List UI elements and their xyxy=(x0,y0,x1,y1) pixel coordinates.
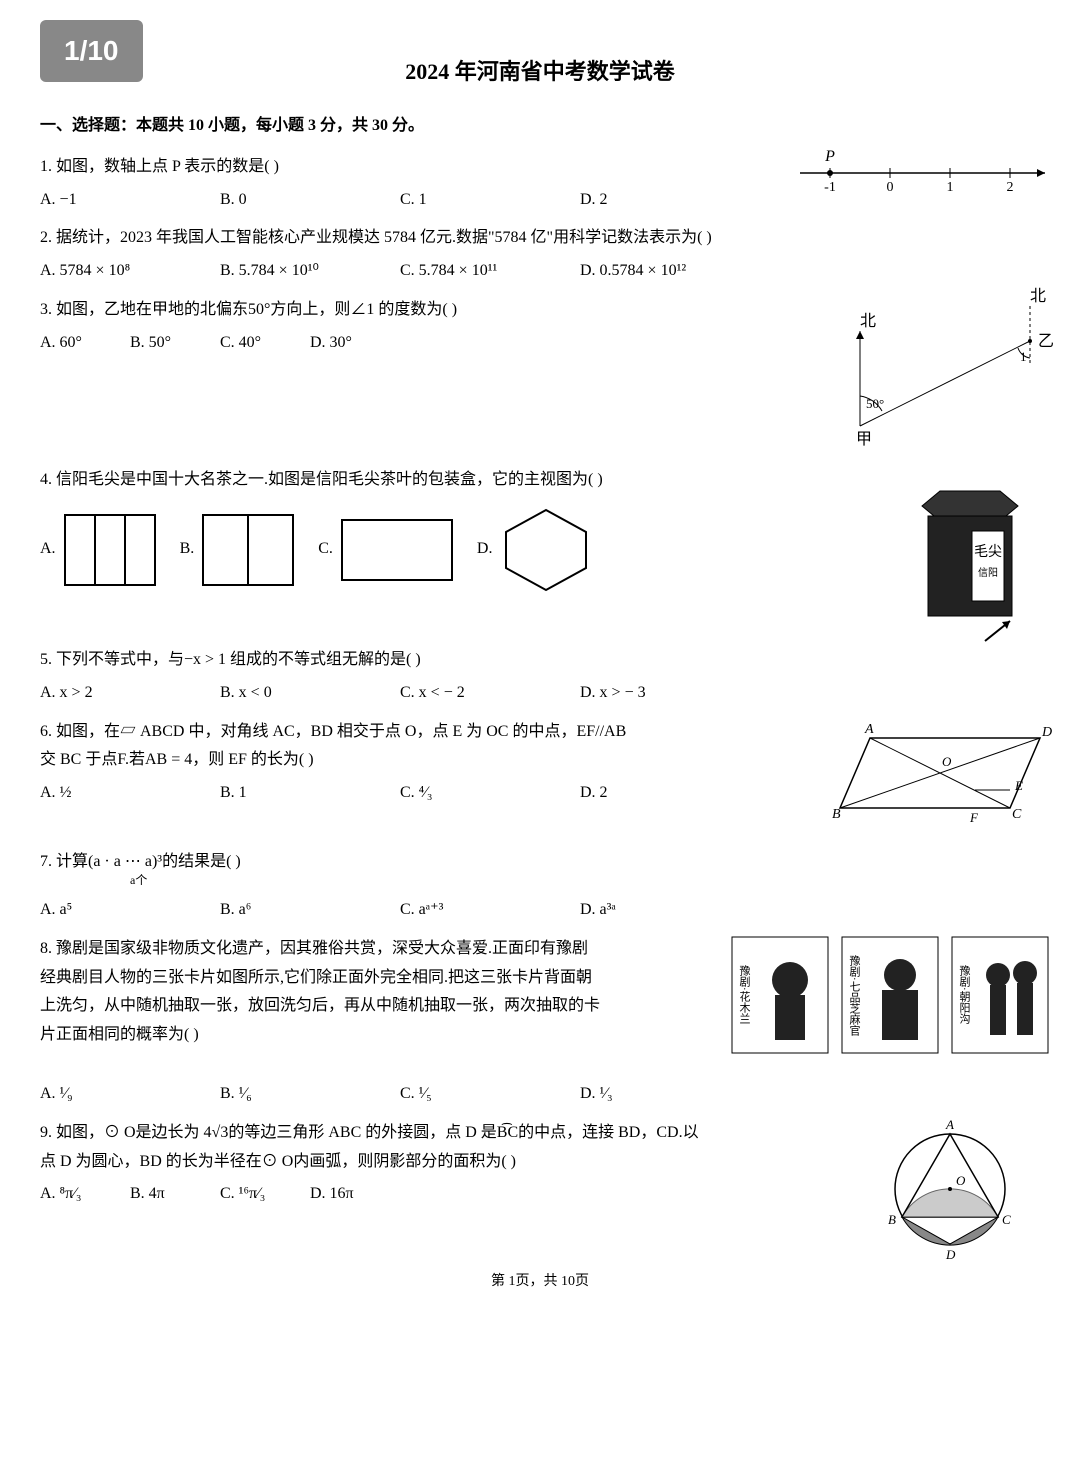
svg-text:F: F xyxy=(969,810,979,825)
exam-title: 2024 年河南省中考数学试卷 xyxy=(40,52,1040,92)
svg-text:B: B xyxy=(832,807,841,822)
svg-text:-1: -1 xyxy=(824,180,836,195)
q7-opt-b: B. a⁶ xyxy=(220,896,400,925)
q4-text: 4. 信阳毛尖是中国十大名茶之一.如图是信阳毛尖茶叶的包装盒，它的主视图为( ) xyxy=(40,466,1040,495)
question-1: 1. 如图，数轴上点 P 表示的数是( ) -1 0 1 2 P A. −1 B… xyxy=(40,153,1040,215)
q8-opt-b: B. ¹⁄₆ xyxy=(220,1080,400,1109)
q5-options: A. x > 2 B. x < 0 C. x < − 2 D. x > − 3 xyxy=(40,679,1040,708)
q3-opt-b: B. 50° xyxy=(130,329,220,358)
svg-text:B: B xyxy=(888,1212,896,1227)
q5-opt-b: B. x < 0 xyxy=(220,679,400,708)
q6-opt-d: D. 2 xyxy=(580,779,760,808)
q7-sub: a个 xyxy=(130,870,1040,892)
question-5: 5. 下列不等式中，与−x > 1 组成的不等式组无解的是( ) A. x > … xyxy=(40,646,1040,708)
q2-opt-b: B. 5.784 × 10¹⁰ xyxy=(220,257,400,286)
q3-opt-d: D. 30° xyxy=(310,329,400,358)
q1-opt-d: D. 2 xyxy=(580,186,760,215)
q9-figure: A B C D O xyxy=(880,1119,1020,1270)
page-footer: 第 1页，共 10页 xyxy=(40,1269,1040,1294)
svg-text:C: C xyxy=(1002,1212,1011,1227)
q8-options: A. ¹⁄₉ B. ¹⁄₆ C. ¹⁄₅ D. ¹⁄₃ xyxy=(40,1080,1040,1109)
svg-text:甲: 甲 xyxy=(856,431,872,448)
svg-text:豫剧·花木兰: 豫剧·花木兰 xyxy=(738,964,751,1023)
q4-opt-d: D. xyxy=(477,505,597,595)
svg-text:D: D xyxy=(1041,725,1052,740)
svg-text:豫剧·七品芝麻官: 豫剧·七品芝麻官 xyxy=(848,954,861,1036)
svg-text:0: 0 xyxy=(887,180,894,195)
question-8: 8. 豫剧是国家级非物质文化遗产，因其雅俗共赏，深受大众喜爱.正面印有豫剧经典剧… xyxy=(40,935,1040,1109)
q8-opt-a: A. ¹⁄₉ xyxy=(40,1080,220,1109)
q2-opt-d: D. 0.5784 × 10¹² xyxy=(580,257,760,286)
q6-opt-c: C. ⁴⁄₃ xyxy=(400,779,580,808)
question-2: 2. 据统计，2023 年我国人工智能核心产业规模达 5784 亿元.数据"57… xyxy=(40,224,1040,286)
svg-text:P: P xyxy=(824,148,835,165)
q4-opt-a: A. xyxy=(40,510,160,590)
card-2: 豫剧·七品芝麻官 xyxy=(840,935,940,1055)
q2-opt-a: A. 5784 × 10⁸ xyxy=(40,257,220,286)
q1-opt-c: C. 1 xyxy=(400,186,580,215)
q6-figure: A D B C O E F xyxy=(830,718,1050,839)
q4-tea-box: 毛尖 信阳 xyxy=(910,476,1030,657)
svg-text:北: 北 xyxy=(1030,287,1046,305)
q4-opt-c: C. xyxy=(318,510,457,590)
page-indicator: 1/10 xyxy=(40,20,143,82)
svg-text:2: 2 xyxy=(1007,180,1014,195)
question-3: 3. 如图，乙地在甲地的北偏东50°方向上，则∠1 的度数为( ) A. 60°… xyxy=(40,296,1040,456)
q4-options-row: A. B. C. D. xyxy=(40,505,1040,595)
q6-opt-b: B. 1 xyxy=(220,779,400,808)
q2-text: 2. 据统计，2023 年我国人工智能核心产业规模达 5784 亿元.数据"57… xyxy=(40,224,1040,253)
q7-options: A. a⁵ B. a⁶ C. aᵃ⁺³ D. a³ᵃ xyxy=(40,896,1040,925)
question-9: 9. 如图，⊙ O是边长为 4√3的等边三角形 ABC 的外接圆，点 D 是B͡… xyxy=(40,1119,1040,1249)
svg-text:1: 1 xyxy=(947,180,954,195)
q5-opt-c: C. x < − 2 xyxy=(400,679,580,708)
q9-opt-d: D. 16π xyxy=(310,1180,400,1209)
q1-opt-b: B. 0 xyxy=(220,186,400,215)
q8-cards: 豫剧·花木兰 豫剧·七品芝麻官 豫剧·朝阳沟 xyxy=(730,935,1050,1055)
svg-text:50°: 50° xyxy=(866,396,884,411)
q1-opt-a: A. −1 xyxy=(40,186,220,215)
q7-opt-c: C. aᵃ⁺³ xyxy=(400,896,580,925)
q1-numberline: -1 0 1 2 P xyxy=(790,143,1050,204)
q9-opt-a: A. ⁸π⁄₃ xyxy=(40,1180,130,1209)
question-6: 6. 如图，在▱ ABCD 中，对角线 AC，BD 相交于点 O，点 E 为 O… xyxy=(40,718,1040,838)
q7-opt-a: A. a⁵ xyxy=(40,896,220,925)
q5-opt-a: A. x > 2 xyxy=(40,679,220,708)
section-1-header: 一、选择题：本题共 10 小题，每小题 3 分，共 30 分。 xyxy=(40,112,1040,141)
q2-options: A. 5784 × 10⁸ B. 5.784 × 10¹⁰ C. 5.784 ×… xyxy=(40,257,1040,286)
q3-opt-a: A. 60° xyxy=(40,329,130,358)
question-4: 4. 信阳毛尖是中国十大名茶之一.如图是信阳毛尖茶叶的包装盒，它的主视图为( )… xyxy=(40,466,1040,636)
q5-text: 5. 下列不等式中，与−x > 1 组成的不等式组无解的是( ) xyxy=(40,646,1040,675)
svg-text:E: E xyxy=(1014,778,1023,793)
question-7: 7. 计算(a · a ⋯ a)³的结果是( ) a个 A. a⁵ B. a⁶ … xyxy=(40,848,1040,925)
svg-text:毛尖: 毛尖 xyxy=(974,544,1002,560)
svg-text:豫剧·朝阳沟: 豫剧·朝阳沟 xyxy=(958,964,971,1024)
svg-text:D: D xyxy=(945,1247,956,1262)
card-1: 豫剧·花木兰 xyxy=(730,935,830,1055)
q8-opt-d: D. ¹⁄₃ xyxy=(580,1080,760,1109)
q7-opt-d: D. a³ᵃ xyxy=(580,896,760,925)
svg-text:A: A xyxy=(945,1117,954,1132)
q4-opt-b: B. xyxy=(180,510,299,590)
q5-opt-d: D. x > − 3 xyxy=(580,679,760,708)
q3-figure: 北 北 乙 甲 50° 1 xyxy=(820,286,1050,467)
q6-opt-a: A. ½ xyxy=(40,779,220,808)
card-3: 豫剧·朝阳沟 xyxy=(950,935,1050,1055)
q2-opt-c: C. 5.784 × 10¹¹ xyxy=(400,257,580,286)
svg-text:C: C xyxy=(1012,807,1022,822)
q9-opt-c: C. ¹⁶π⁄₃ xyxy=(220,1180,310,1209)
svg-text:A: A xyxy=(864,722,874,737)
svg-text:乙: 乙 xyxy=(1038,333,1054,350)
svg-text:O: O xyxy=(942,754,952,769)
q8-text: 8. 豫剧是国家级非物质文化遗产，因其雅俗共赏，深受大众喜爱.正面印有豫剧经典剧… xyxy=(40,935,600,1050)
q3-opt-c: C. 40° xyxy=(220,329,310,358)
svg-text:O: O xyxy=(956,1173,966,1188)
svg-text:信阳: 信阳 xyxy=(978,567,998,579)
q8-opt-c: C. ¹⁄₅ xyxy=(400,1080,580,1109)
svg-text:北: 北 xyxy=(860,312,876,330)
q9-opt-b: B. 4π xyxy=(130,1180,220,1209)
